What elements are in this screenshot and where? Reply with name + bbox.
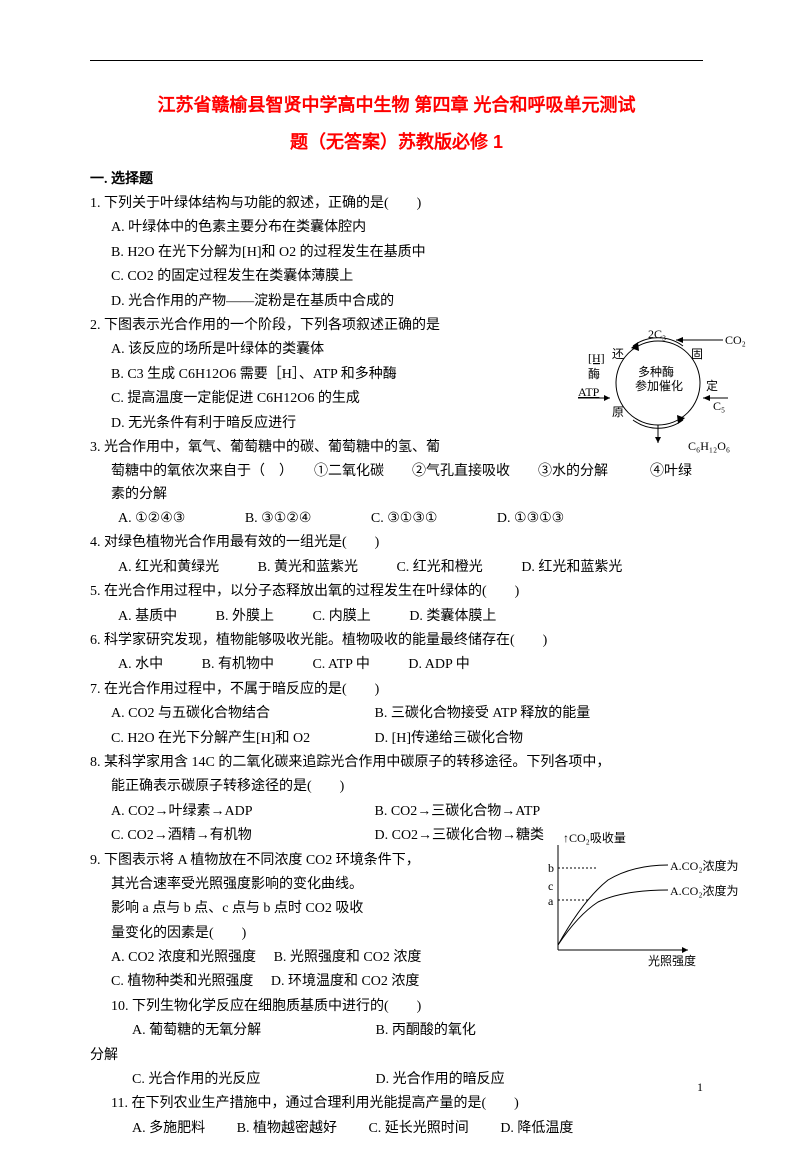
title-line-1: 江苏省赣榆县智贤中学高中生物 第四章 光合和呼吸单元测试 [90, 91, 703, 120]
q10-b2: 分解 [90, 1045, 703, 1067]
q11-stem: 11. 在下列农业生产措施中，通过合理利用光能提高产量的是( ) [90, 1093, 703, 1115]
calvin-cycle-diagram: 2C₃ CO₂ 固 定 [H] 酶 还 多种酶 参加催化 ATP 原 C₅ C₆… [558, 318, 748, 453]
d2-curve-a: A.CO₂浓度为 0.03% [670, 883, 738, 898]
q4-a: A. 红光和黄绿光 [118, 560, 219, 575]
q7-row2: C. H2O 在光下分解产生[H]和 O2 D. [H]传递给三碳化合物 [90, 728, 703, 750]
d1-gu: 固 [691, 347, 703, 361]
q1-c: C. CO2 的固定过程发生在类囊体薄膜上 [90, 266, 703, 288]
d1-co2: CO₂ [725, 333, 746, 347]
q9-b: B. 光照强度和 CO2 浓度 [274, 950, 422, 965]
d2-ylabel: ↑CO₂吸收量 [563, 831, 626, 845]
q11-b: B. 植物越密越好 [237, 1121, 337, 1136]
d1-yuan: 原 [612, 405, 624, 419]
q8-c: C. CO2→酒精→有机物 [111, 825, 371, 847]
d2-xlabel: 光照强度 [648, 953, 696, 968]
q4-c: C. 红光和橙光 [396, 560, 482, 575]
q7-b: B. 三碳化合物接受 ATP 释放的能量 [375, 706, 591, 721]
q7-stem: 7. 在光合作用过程中，不属于暗反应的是( ) [90, 679, 703, 701]
q6-c: C. ATP 中 [312, 657, 369, 672]
q5-c: C. 内膜上 [312, 609, 370, 624]
section-header: 一. 选择题 [90, 169, 703, 191]
d1-glucose: C₆H₁₂O₆ [688, 439, 730, 453]
q8-a: A. CO2→叶绿素→ADP [111, 801, 371, 823]
q5-b: B. 外膜上 [216, 609, 274, 624]
q9-a: A. CO2 浓度和光照强度 [111, 950, 256, 965]
d1-huan: 还 [612, 347, 624, 361]
q3-opts: A. ①②④③ B. ③①②④ C. ③①③① D. ①③①③ [90, 508, 703, 530]
q11-c: C. 延长光照时间 [368, 1121, 468, 1136]
d2-pt-b: b [548, 861, 554, 875]
q1-d: D. 光合作用的产物——淀粉是在基质中合成的 [90, 291, 703, 313]
light-curve-diagram: ↑CO₂吸收量 b c A.CO₂浓度为 0.1% a A.CO₂浓度为 0.0… [538, 830, 738, 970]
q11-opts: A. 多施肥料 B. 植物越密越好 C. 延长光照时间 D. 降低温度 [90, 1118, 703, 1140]
q10-c: C. 光合作用的光反应 [132, 1069, 372, 1091]
q4-d: D. 红光和蓝紫光 [521, 560, 622, 575]
q5-a: A. 基质中 [118, 609, 177, 624]
q1-stem: 1. 下列关于叶绿体结构与功能的叙述，正确的是( ) [90, 193, 703, 215]
q7-row1: A. CO2 与五碳化合物结合 B. 三碳化合物接受 ATP 释放的能量 [90, 703, 703, 725]
q7-a: A. CO2 与五碳化合物结合 [111, 703, 371, 725]
q10-row1: A. 葡萄糖的无氧分解 B. 丙酮酸的氧化 [90, 1020, 703, 1042]
q8-b: B. CO2→三碳化合物→ATP [375, 804, 541, 819]
q3-d: D. ①③①③ [497, 511, 564, 526]
q10-row2: C. 光合作用的光反应 D. 光合作用的暗反应 [90, 1069, 703, 1091]
d1-atp: ATP [578, 385, 600, 399]
d1-catalyze: 参加催化 [635, 378, 683, 393]
q8-d: D. CO2→三碳化合物→糖类 [375, 828, 545, 843]
q8-row1: A. CO2→叶绿素→ADP B. CO2→三碳化合物→ATP [90, 801, 703, 823]
q4-b: B. 黄光和蓝紫光 [258, 560, 358, 575]
q9-c: C. 植物种类和光照强度 [111, 974, 253, 989]
q10-d: D. 光合作用的暗反应 [376, 1072, 505, 1087]
q9-row2: C. 植物种类和光照强度 D. 环境温度和 CO2 浓度 [90, 971, 703, 993]
q6-a: A. 水中 [118, 657, 163, 672]
d2-curve-b: A.CO₂浓度为 0.1% [670, 858, 738, 873]
q9-d: D. 环境温度和 CO2 浓度 [271, 974, 420, 989]
q10-b: B. 丙酮酸的氧化 [376, 1023, 476, 1038]
q10-stem: 10. 下列生物化学反应在细胞质基质中进行的( ) [90, 996, 703, 1018]
q4-opts: A. 红光和黄绿光 B. 黄光和蓝紫光 C. 红光和橙光 D. 红光和蓝紫光 [90, 557, 703, 579]
q4-stem: 4. 对绿色植物光合作用最有效的一组光是( ) [90, 532, 703, 554]
q10-a: A. 葡萄糖的无氧分解 [132, 1020, 372, 1042]
q11-d: D. 降低温度 [500, 1121, 573, 1136]
page-number: 1 [697, 1078, 703, 1097]
q3-b: B. ③①②④ [245, 511, 312, 526]
q11-a: A. 多施肥料 [132, 1121, 205, 1136]
q7-d: D. [H]传递给三碳化合物 [375, 731, 524, 746]
d2-pt-a: a [548, 894, 554, 908]
title-line-2: 题（无答案）苏教版必修 1 [90, 128, 703, 157]
q6-opts: A. 水中 B. 有机物中 C. ATP 中 D. ADP 中 [90, 654, 703, 676]
q8-stem1: 8. 某科学家用含 14C 的二氧化碳来追踪光合作用中碳原子的转移途径。下列各项… [90, 752, 703, 774]
d1-c5: C₅ [713, 399, 725, 413]
q5-opts: A. 基质中 B. 外膜上 C. 内膜上 D. 类囊体膜上 [90, 606, 703, 628]
d2-pt-c: c [548, 879, 553, 893]
d1-ding: 定 [706, 378, 718, 393]
q1-a: A. 叶绿体中的色素主要分布在类囊体腔内 [90, 217, 703, 239]
q3-a: A. ①②④③ [118, 511, 185, 526]
d1-enzyme: 多种酶 [638, 364, 674, 379]
q6-stem: 6. 科学家研究发现，植物能够吸收光能。植物吸收的能量最终储存在( ) [90, 630, 703, 652]
d1-c3: 2C₃ [648, 327, 666, 341]
q5-stem: 5. 在光合作用过程中，以分子态释放出氧的过程发生在叶绿体的( ) [90, 581, 703, 603]
q5-d: D. 类囊体膜上 [409, 609, 496, 624]
q1-b: B. H2O 在光下分解为[H]和 O2 的过程发生在基质中 [90, 242, 703, 264]
q3-c: C. ③①③① [371, 511, 438, 526]
q6-b: B. 有机物中 [202, 657, 274, 672]
d1-h: [H] [588, 351, 605, 365]
q7-c: C. H2O 在光下分解产生[H]和 O2 [111, 728, 371, 750]
q8-stem2: 能正确表示碳原子转移途径的是( ) [90, 776, 703, 798]
q3-stem2: 萄糖中的氧依次来自于（ ） ①二氧化碳 ②气孔直接吸收 ③水的分解 ④叶绿素的分… [90, 461, 703, 506]
q6-d: D. ADP 中 [408, 657, 469, 672]
top-rule [90, 60, 703, 61]
d1-mei: 酶 [588, 366, 600, 381]
